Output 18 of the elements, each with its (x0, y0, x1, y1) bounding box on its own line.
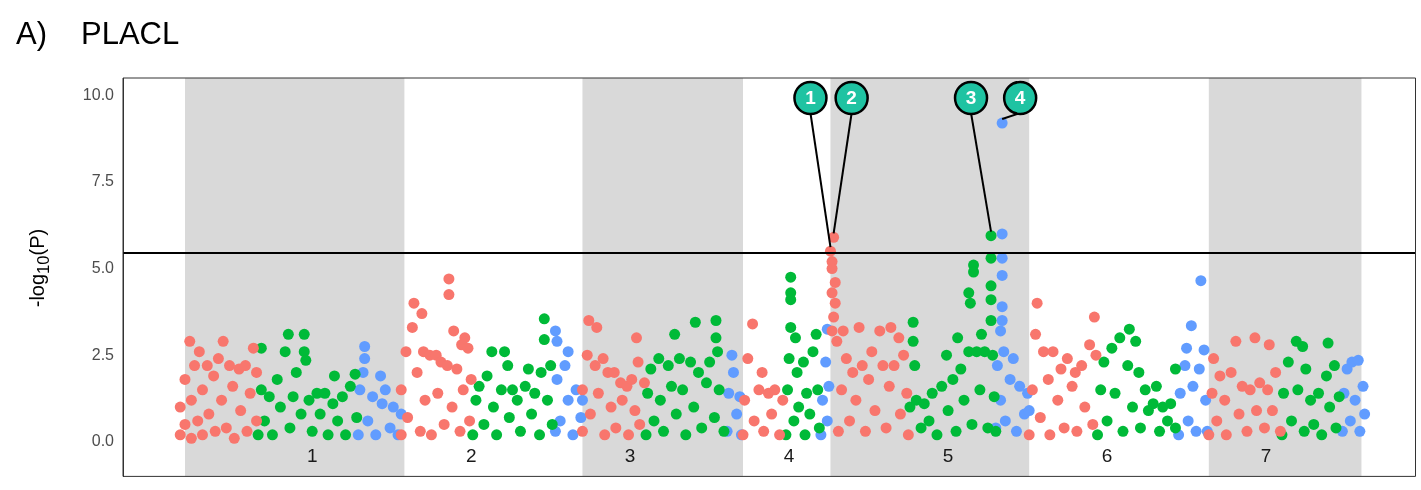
x-tick-label: 1 (306, 444, 318, 466)
y-tick-label: 5.0 (91, 258, 115, 276)
x-tick-label: 2 (465, 444, 477, 466)
annotation: 4 (1014, 87, 1026, 109)
annotation: 2 (846, 87, 857, 109)
y-tick-label: 2.5 (91, 345, 115, 363)
annotation: 1 (805, 87, 817, 109)
y-tick-label: 10.0 (82, 85, 115, 103)
x-tick-label: 7 (1260, 444, 1272, 466)
annotation: 3 (965, 87, 977, 109)
text: A) (16, 16, 47, 51)
y-tick-label: 0.0 (91, 432, 115, 450)
chart-title: PLACL (81, 16, 180, 51)
x-tick-label: 4 (783, 444, 795, 466)
x-tick-label: 5 (942, 444, 954, 466)
x-tick-label: 6 (1101, 444, 1113, 466)
x-tick-label: 3 (624, 444, 636, 466)
y-tick-label: 7.5 (91, 172, 115, 190)
